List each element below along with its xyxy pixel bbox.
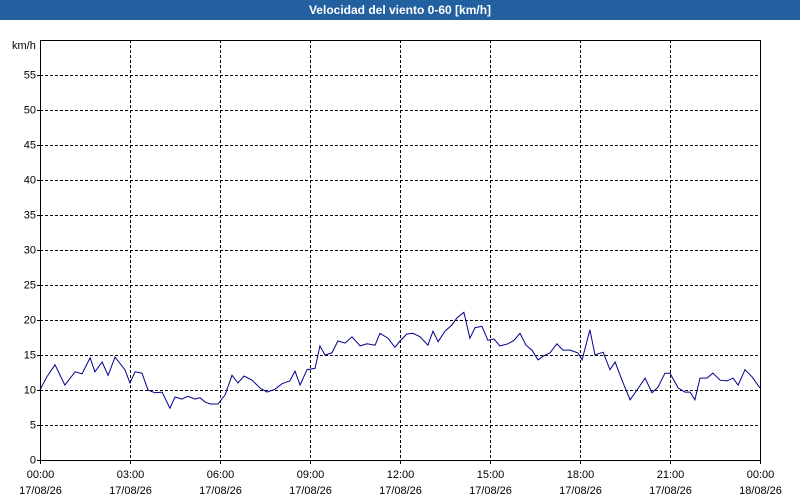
x-tick-date: 17/08/26 [469,485,512,497]
x-tick-label: 18:00 [567,469,595,481]
y-tick-label: 50 [24,104,36,116]
x-tick-date: 17/08/26 [199,485,242,497]
x-tick-label: 00:00 [747,469,775,481]
chart-title: Velocidad del viento 0-60 [km/h] [309,3,491,17]
x-tick-date: 17/08/26 [649,485,692,497]
x-tick-date: 17/08/26 [109,485,152,497]
x-tick-date: 17/08/26 [379,485,422,497]
y-tick-label: 15 [24,349,36,361]
title-bar [0,0,800,20]
y-tick-label: 55 [24,69,36,81]
x-tick-label: 06:00 [207,469,235,481]
x-tick-date: 18/08/26 [739,485,782,497]
x-tick-label: 21:00 [657,469,685,481]
y-tick-label: 20 [24,314,36,326]
x-tick-date: 17/08/26 [289,485,332,497]
x-tick-label: 03:00 [117,469,145,481]
y-tick-label: 35 [24,209,36,221]
x-tick-label: 15:00 [477,469,505,481]
x-tick-label: 09:00 [297,469,325,481]
y-tick-label: 0 [30,454,36,466]
y-tick-label: 5 [30,419,36,431]
y-axis-label: km/h [12,40,36,52]
x-tick-label: 00:00 [27,469,55,481]
y-tick-label: 40 [24,174,36,186]
y-tick-label: 10 [24,384,36,396]
x-tick-date: 17/08/26 [559,485,602,497]
y-tick-label: 30 [24,244,36,256]
x-tick-date: 17/08/26 [19,485,62,497]
y-tick-label: 25 [24,279,36,291]
y-tick-label: 45 [24,139,36,151]
x-tick-label: 12:00 [387,469,415,481]
line-series [39,311,761,410]
